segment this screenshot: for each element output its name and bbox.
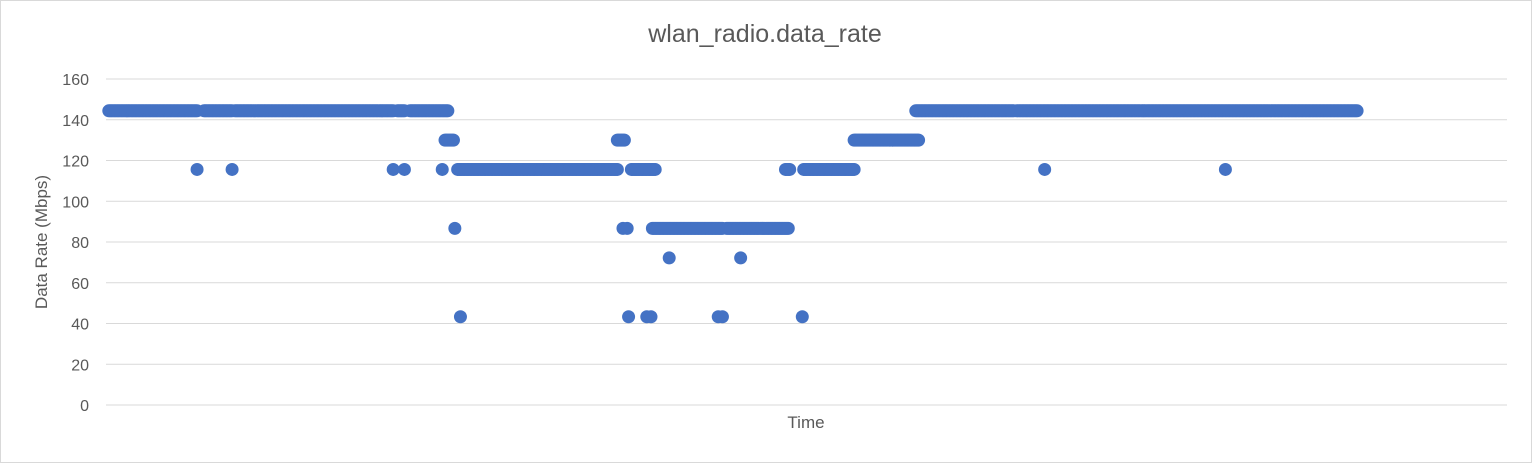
data-point <box>662 251 676 265</box>
data-point <box>644 310 658 324</box>
data-point <box>441 104 455 118</box>
y-tick-label: 20 <box>71 357 89 374</box>
data-point <box>912 133 926 147</box>
data-point <box>1350 104 1364 118</box>
data-point <box>435 162 449 176</box>
y-tick-label: 0 <box>80 398 89 415</box>
y-tick-label: 140 <box>62 113 89 130</box>
data-point <box>1218 162 1232 176</box>
y-tick-label: 40 <box>71 317 89 334</box>
x-axis-title: Time <box>787 413 824 432</box>
data-point <box>715 310 729 324</box>
data-point <box>783 162 797 176</box>
data-point <box>225 162 239 176</box>
y-axis-title: Data Rate (Mbps) <box>32 175 51 309</box>
data-point <box>453 310 467 324</box>
chart-title: wlan_radio.data_rate <box>648 20 882 48</box>
y-tick-labels: 0 20 40 60 80 100 120 140 160 <box>62 72 89 415</box>
y-tick-label: 60 <box>71 276 89 293</box>
data-point <box>1038 162 1052 176</box>
data-point <box>781 221 795 235</box>
data-point <box>617 133 631 147</box>
data-point <box>622 310 636 324</box>
y-tick-label: 120 <box>62 154 89 171</box>
data-point <box>610 162 624 176</box>
data-point <box>386 162 400 176</box>
data-point <box>795 310 809 324</box>
data-point <box>446 133 460 147</box>
y-tick-label: 160 <box>62 72 89 89</box>
data-point <box>847 162 861 176</box>
gridlines <box>106 78 1507 406</box>
data-point <box>190 162 204 176</box>
data-point <box>648 162 662 176</box>
data-points <box>102 104 1364 324</box>
y-tick-label: 100 <box>62 194 89 211</box>
data-point <box>734 251 748 265</box>
data-point <box>620 221 634 235</box>
data-point <box>448 221 462 235</box>
data-point <box>397 162 411 176</box>
y-tick-label: 80 <box>71 235 89 252</box>
